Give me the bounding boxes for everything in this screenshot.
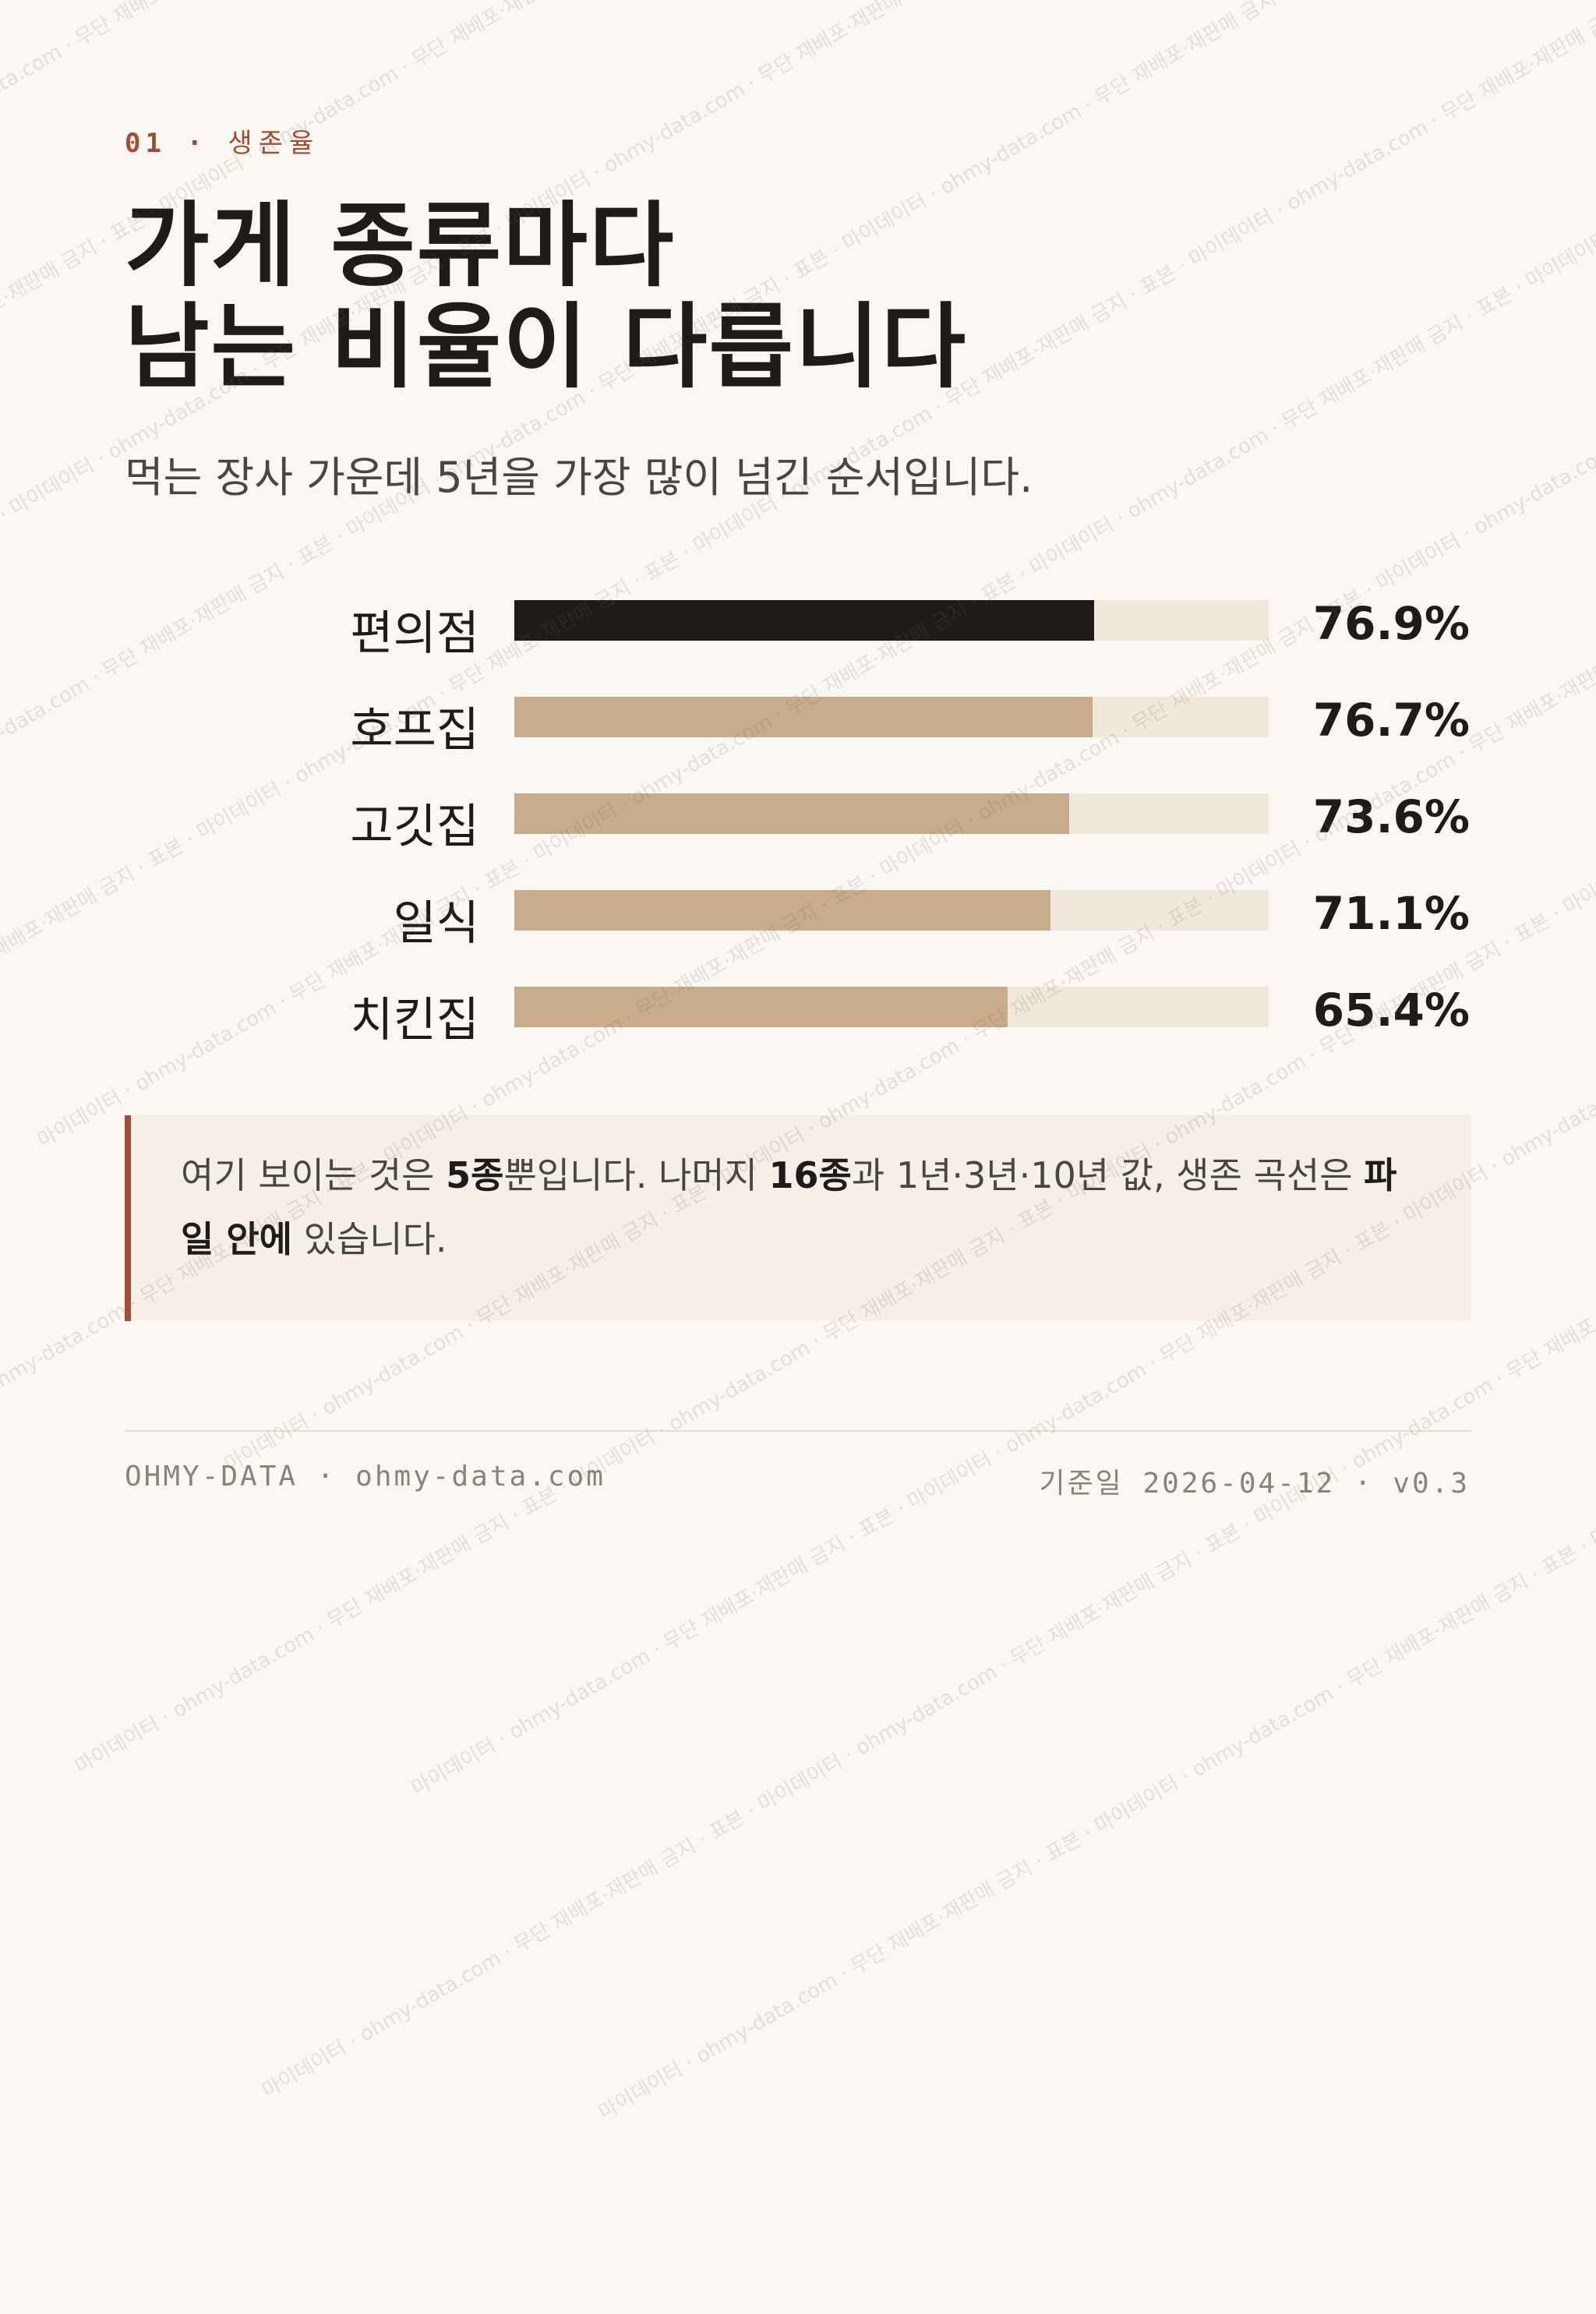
value-label: 76.9%	[1312, 597, 1470, 650]
title-line-1: 가게 종류마다	[125, 192, 676, 299]
value-label: 65.4%	[1312, 984, 1470, 1037]
page-title: 가게 종류마다 남는 비율이 다릅니다	[125, 195, 967, 397]
bar	[514, 987, 1008, 1027]
section-eyebrow: 01 · 생존율	[125, 122, 320, 160]
bar-row: 편의점 76.9%	[0, 597, 1596, 661]
footer-meta-block: 기준일 2026-04-12 · v0.3	[1039, 1461, 1470, 1501]
bar-track	[514, 987, 1269, 1027]
bar	[514, 890, 1051, 931]
bar-track	[514, 600, 1269, 641]
category-label: 치킨집	[350, 993, 479, 1047]
bar-track	[514, 890, 1269, 931]
note-bold-1: 5종	[446, 1154, 504, 1196]
title-line-2: 남는 비율이 다릅니다	[125, 293, 968, 401]
section-number: 01	[125, 128, 166, 159]
footer-separator: ·	[316, 1461, 337, 1493]
category-label: 일식	[393, 896, 479, 951]
value-label: 76.7%	[1312, 694, 1470, 747]
category-label: 호프집	[350, 703, 479, 758]
bar	[514, 793, 1070, 834]
bar	[514, 697, 1093, 737]
section-label: 생존율	[228, 128, 320, 159]
note-text-2: 뿐입니다. 나머지	[503, 1154, 769, 1196]
note-text-4: 있습니다.	[291, 1218, 447, 1260]
note-bold-2: 16종	[768, 1154, 852, 1196]
watermark-row: 마이데이터 · ohmy-data.com · 무단 재배포·재판매 금지 · …	[258, 0, 1596, 2104]
footer-date-label: 기준일	[1039, 1468, 1124, 1500]
note-bold-3: 파일 안에	[181, 1154, 1397, 1260]
footer-divider	[125, 1430, 1471, 1432]
page-subtitle: 먹는 장사 가운데 5년을 가장 많이 넘긴 순서입니다.	[125, 453, 1033, 502]
survival-bar-chart: 편의점 76.9% 호프집 76.7% 고깃집 73.6% 일식 71.1% 치킨집 65.4%	[0, 0, 1596, 1091]
value-label: 71.1%	[1312, 887, 1470, 940]
footer-brand: OHMY-DATA	[125, 1461, 298, 1493]
bar-row: 호프집 76.7%	[0, 694, 1596, 758]
bar-row: 일식 71.1%	[0, 887, 1596, 951]
bar-track	[514, 793, 1269, 834]
bar-row: 치킨집 65.4%	[0, 984, 1596, 1047]
note-text-3: 과 1년·3년·10년 값, 생존 곡선은	[851, 1154, 1365, 1196]
bar	[514, 600, 1095, 641]
eyebrow-separator: ·	[186, 128, 207, 159]
footer-version: v0.3	[1393, 1468, 1470, 1500]
info-note: 여기 보이는 것은 5종뿐입니다. 나머지 16종과 1년·3년·10년 값, …	[125, 1115, 1471, 1321]
category-label: 고깃집	[350, 800, 479, 854]
footer-brand-block: OHMY-DATA · ohmy-data.com	[125, 1461, 606, 1493]
value-label: 73.6%	[1312, 790, 1470, 843]
bar-track	[514, 697, 1269, 737]
footer-separator-2: ·	[1354, 1468, 1374, 1500]
footer-date: 2026-04-12	[1142, 1468, 1336, 1500]
note-text-1: 여기 보이는 것은	[181, 1154, 447, 1196]
category-label: 편의점	[350, 606, 479, 661]
footer-site-link[interactable]: ohmy-data.com	[355, 1461, 606, 1493]
bar-row: 고깃집 73.6%	[0, 790, 1596, 854]
